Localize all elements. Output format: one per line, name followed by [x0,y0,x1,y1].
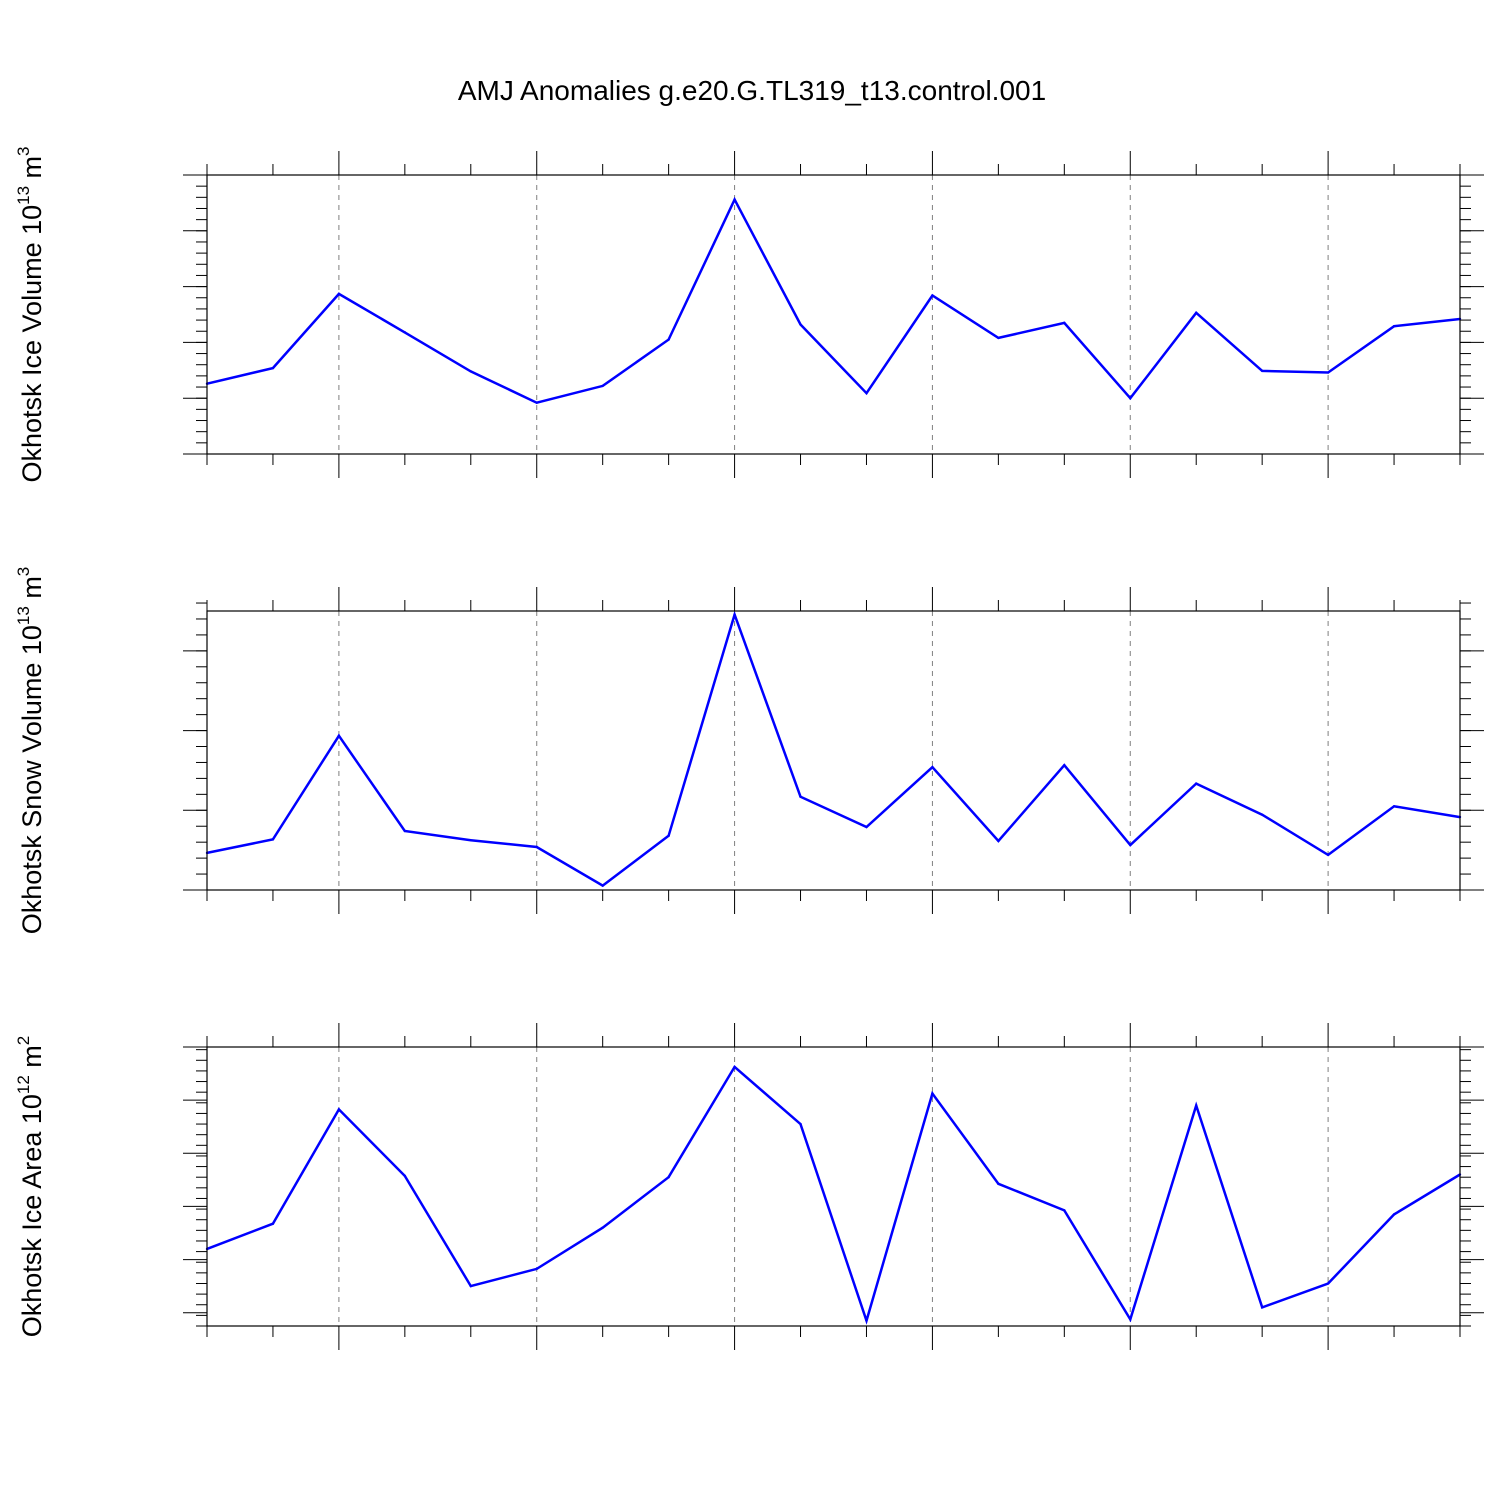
y-label-text: m [17,576,47,606]
data-point [1392,805,1396,808]
data-point [1392,1213,1396,1216]
data-point [469,838,472,842]
data-point [1392,325,1396,328]
data-point [1129,1318,1132,1321]
y-label-text: m [17,156,47,186]
y-label-superscript: 12 [14,1075,33,1094]
data-point [865,825,868,829]
data-point [667,1176,670,1179]
plot-frame [206,610,1461,891]
data-point [403,829,407,833]
data-point [1260,1306,1264,1309]
y-axis-label: Okhotsk Ice Area 1012 m2 [14,1036,47,1338]
data-point [865,1319,868,1322]
data-point [997,336,1000,340]
data-point [1063,764,1066,767]
data-point [799,323,802,326]
y-label-superscript: 2 [14,1036,33,1045]
data-point [271,366,275,370]
y-label-superscript: 3 [14,146,33,155]
data-point [1326,853,1330,857]
data-point [667,338,670,341]
data-point [931,294,934,297]
data-point [667,834,670,837]
data-point [931,1092,934,1095]
data-point [403,1174,407,1178]
data-point [601,884,604,887]
chart-panel-2: Okhotsk Snow Volume 1013 m3 [14,567,1484,935]
data-point [1195,782,1198,785]
data-point [601,384,604,388]
data-point [1195,1104,1198,1107]
data-point [1326,1282,1330,1285]
data-series-line [206,1064,1461,1325]
data-point [337,734,341,737]
data-point [337,292,341,296]
y-label-text: Okhotsk Snow Volume 10 [17,625,47,934]
y-label-text: Okhotsk Ice Volume 10 [17,205,47,483]
data-point [403,331,407,334]
data-point [1326,371,1330,374]
data-point [535,401,538,404]
data-point [865,391,868,395]
data-point [469,370,472,373]
data-series-line [206,196,1461,405]
data-point [271,838,275,841]
data-point [931,766,934,769]
data-point [1129,397,1132,400]
data-point [535,1267,538,1271]
y-label-superscript: 13 [14,606,33,625]
y-label-text: m [17,1045,47,1075]
plot-frame [206,174,1461,455]
y-label-text: Okhotsk Ice Area 10 [17,1094,47,1337]
chart-panel-1: Okhotsk Ice Volume 1013 m3 [14,146,1484,483]
y-label-superscript: 3 [14,567,33,576]
data-point [799,795,802,798]
y-axis-label: Okhotsk Snow Volume 1013 m3 [14,567,47,935]
data-point [733,1065,736,1069]
data-point [1260,369,1264,373]
data-point [1063,1209,1066,1212]
data-point [733,613,736,616]
y-label-superscript: 13 [14,186,33,205]
data-point [469,1284,472,1288]
y-axis-label: Okhotsk Ice Volume 1013 m3 [14,146,47,482]
plot-frame [206,1046,1461,1327]
chart-panel-3: Okhotsk Ice Area 1012 m2 [14,1023,1484,1350]
data-point [1063,321,1066,325]
data-point [799,1122,802,1126]
data-point [1260,813,1264,816]
data-point [601,1226,604,1229]
chart-title: AMJ Anomalies g.e20.G.TL319_t13.control.… [458,75,1046,106]
data-point [1129,843,1132,847]
data-point [535,845,538,849]
data-point [997,1182,1000,1186]
data-point [337,1108,341,1111]
data-point [997,839,1000,843]
data-point [1195,311,1198,315]
data-point [271,1222,275,1225]
data-point [733,198,736,201]
data-series-line [206,610,1461,888]
